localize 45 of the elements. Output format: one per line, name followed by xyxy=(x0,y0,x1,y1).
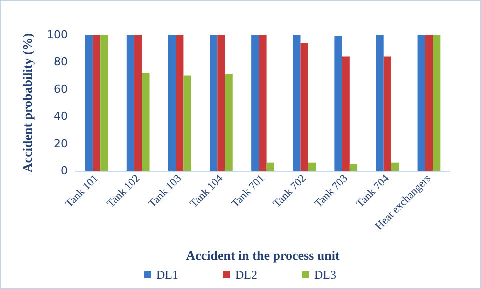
x-axis-title: Accident in the process unit xyxy=(186,248,340,263)
x-tick-label: Tank 704 xyxy=(354,172,392,210)
legend-label: DL2 xyxy=(236,268,258,282)
bar xyxy=(384,56,392,171)
bar xyxy=(259,35,267,171)
bar xyxy=(92,35,101,171)
bar xyxy=(225,74,233,171)
y-tick-label: 20 xyxy=(54,137,68,150)
bar xyxy=(433,35,441,171)
x-tick-label: Tank 701 xyxy=(230,172,268,210)
bar xyxy=(391,162,400,171)
bar xyxy=(168,35,176,171)
x-tick-label: Tank 703 xyxy=(312,172,351,210)
bar xyxy=(218,35,226,171)
bar xyxy=(126,35,135,171)
bar xyxy=(308,162,316,171)
y-axis-title: Accident probability (%) xyxy=(20,33,35,173)
y-tick-label: 100 xyxy=(47,28,68,42)
x-tick-label: Tank 104 xyxy=(188,172,226,210)
bar xyxy=(184,76,192,171)
y-tick-label: 0 xyxy=(61,164,68,178)
bar xyxy=(176,35,184,171)
x-tick-label: Tank 103 xyxy=(146,172,184,210)
bar xyxy=(266,162,274,171)
bar xyxy=(342,56,350,171)
bar xyxy=(293,35,301,171)
bar xyxy=(418,35,426,171)
bar xyxy=(425,35,434,171)
legend-label: DL1 xyxy=(156,268,179,282)
y-tick-label: 80 xyxy=(54,56,68,69)
bar xyxy=(300,43,308,171)
bar xyxy=(252,35,260,171)
bar xyxy=(134,35,142,171)
y-tick-label: 40 xyxy=(54,110,68,124)
bar xyxy=(376,35,384,171)
bar xyxy=(142,73,150,171)
bar xyxy=(350,164,358,171)
legend-label: DL3 xyxy=(314,268,336,282)
bar xyxy=(210,35,218,171)
bar xyxy=(334,36,342,171)
x-tick-label: Tank 702 xyxy=(271,172,309,210)
x-tick-label: Tank 102 xyxy=(105,172,143,210)
y-tick-label: 60 xyxy=(54,82,68,96)
bar xyxy=(100,35,108,171)
bar xyxy=(85,35,93,171)
